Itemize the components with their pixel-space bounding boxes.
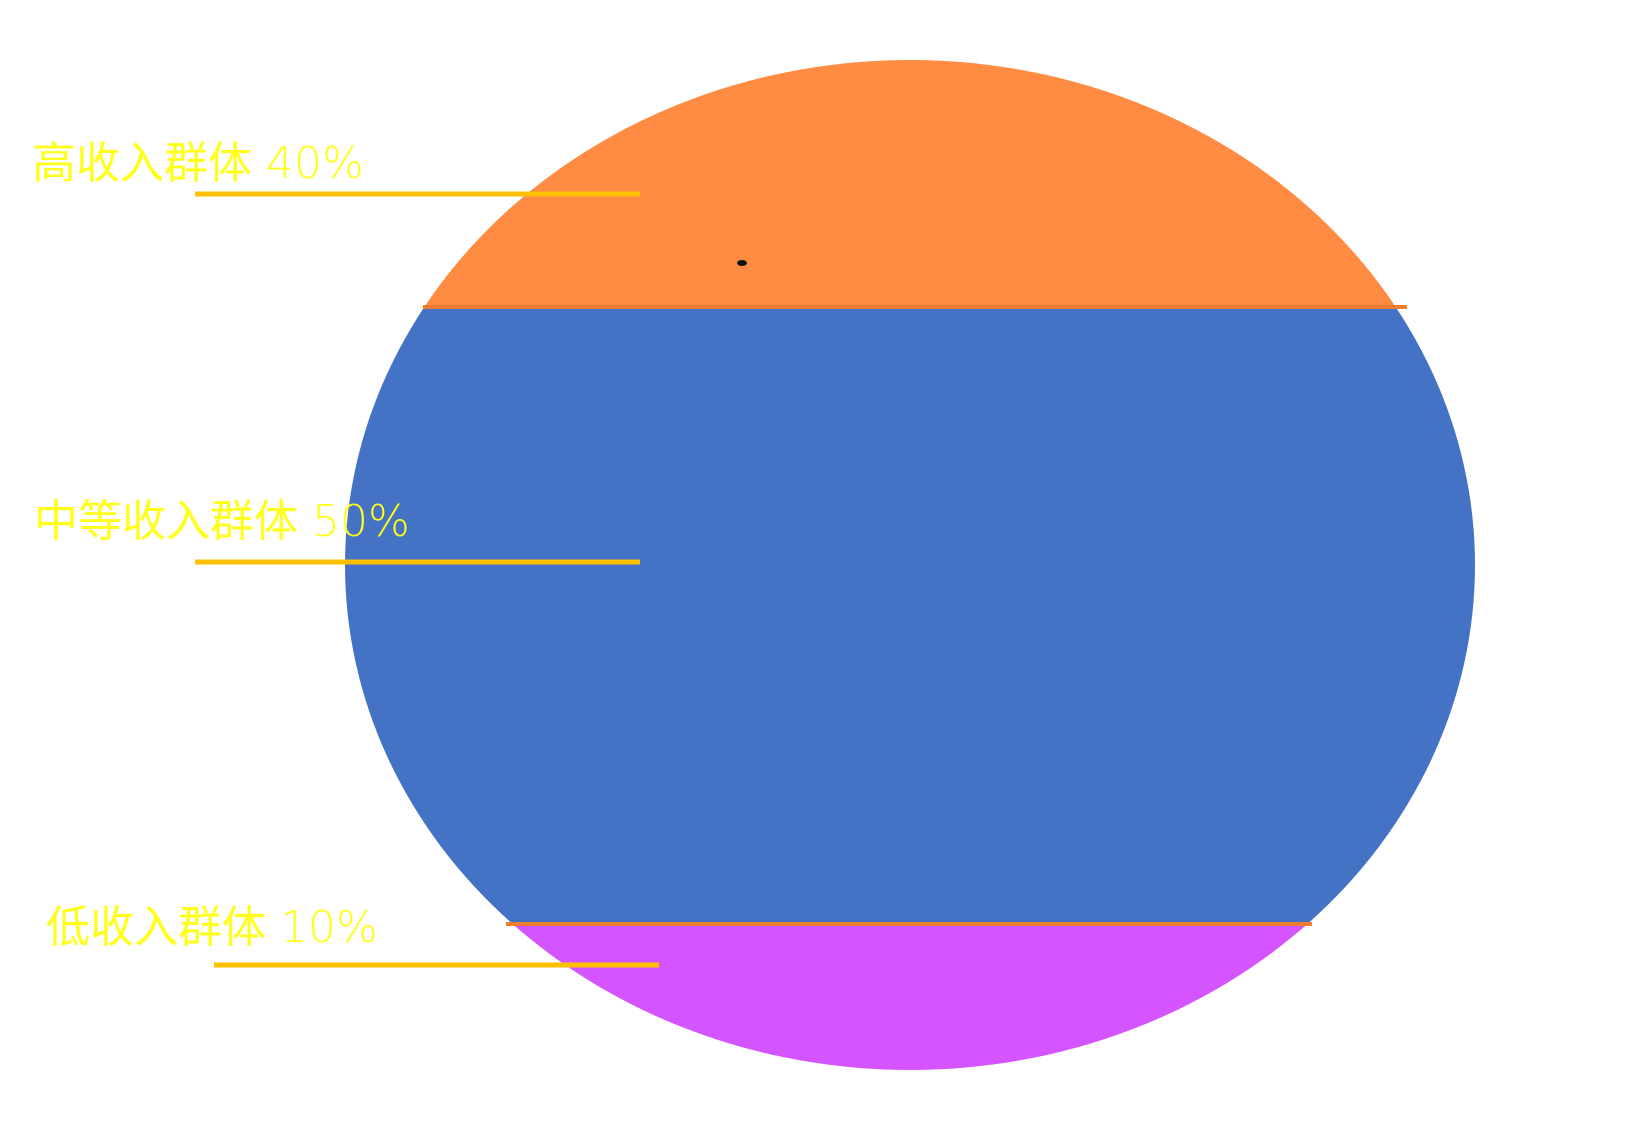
speck-dot <box>737 260 747 266</box>
low-income-band <box>345 923 1475 1070</box>
middle-income-label: 中等收入群体 50% <box>34 496 410 547</box>
high-income-label: 高收入群体 40% <box>32 138 364 189</box>
high-income-band <box>345 60 1475 308</box>
middle-income-band <box>345 308 1475 923</box>
low-income-label: 低收入群体 10% <box>46 902 378 953</box>
